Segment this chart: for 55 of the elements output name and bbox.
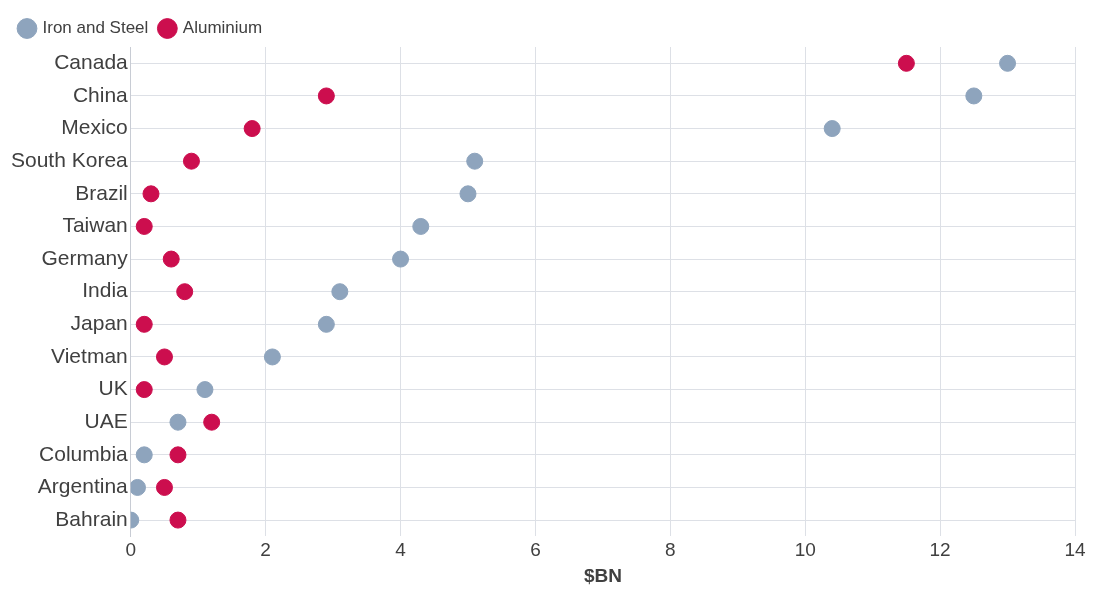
y-tick-label: Taiwan bbox=[62, 213, 128, 237]
point bbox=[130, 478, 146, 496]
legend-label: Aluminium bbox=[182, 18, 263, 38]
point bbox=[392, 250, 410, 268]
point bbox=[331, 283, 349, 301]
point bbox=[203, 413, 221, 431]
x-tick-label: 8 bbox=[665, 539, 676, 561]
y-tick-label: Germany bbox=[41, 245, 129, 269]
point bbox=[176, 283, 194, 301]
y-tick-label: India bbox=[82, 278, 129, 302]
point bbox=[155, 478, 173, 496]
y-tick-label: Brazil bbox=[75, 180, 128, 204]
point bbox=[459, 185, 477, 203]
x-tick-label: 4 bbox=[395, 539, 407, 561]
x-tick-label: 6 bbox=[530, 539, 541, 561]
point bbox=[135, 446, 153, 464]
x-axis-title: $BN bbox=[583, 564, 622, 586]
point bbox=[466, 152, 484, 170]
y-tick-label: Vietman bbox=[51, 343, 128, 367]
y-tick-label: Mexico bbox=[61, 115, 128, 139]
y-tick-label: Bahrain bbox=[55, 506, 128, 530]
point bbox=[135, 381, 153, 399]
point bbox=[317, 315, 335, 333]
point bbox=[155, 348, 173, 366]
y-tick-label: South Korea bbox=[10, 147, 129, 171]
point bbox=[162, 250, 180, 268]
point bbox=[897, 54, 915, 72]
x-tick-label: 12 bbox=[929, 539, 951, 561]
x-tick-label: 0 bbox=[125, 539, 137, 561]
point bbox=[196, 381, 214, 399]
point bbox=[135, 217, 153, 235]
point bbox=[142, 185, 160, 203]
point bbox=[263, 348, 281, 366]
y-tick-label: UAE bbox=[84, 409, 128, 432]
y-tick-label: Columbia bbox=[39, 441, 129, 465]
point bbox=[412, 217, 430, 235]
x-tick-label: 2 bbox=[260, 539, 271, 561]
y-tick-label: Canada bbox=[54, 50, 129, 74]
y-tick-label: Japan bbox=[70, 311, 128, 335]
legend-label: Iron and Steel bbox=[42, 18, 149, 38]
point bbox=[182, 152, 200, 170]
point bbox=[823, 120, 841, 138]
x-tick-label: 14 bbox=[1064, 539, 1086, 561]
point bbox=[169, 413, 187, 431]
y-tick-label: China bbox=[72, 82, 129, 106]
point bbox=[243, 120, 261, 138]
point bbox=[135, 315, 153, 333]
point bbox=[169, 511, 187, 529]
point bbox=[965, 87, 983, 105]
point bbox=[169, 446, 187, 464]
y-tick-label: UK bbox=[98, 376, 128, 400]
point bbox=[999, 54, 1017, 72]
x-tick-label: 10 bbox=[794, 539, 816, 561]
y-tick-label: Argentina bbox=[37, 474, 129, 498]
point bbox=[317, 87, 335, 105]
